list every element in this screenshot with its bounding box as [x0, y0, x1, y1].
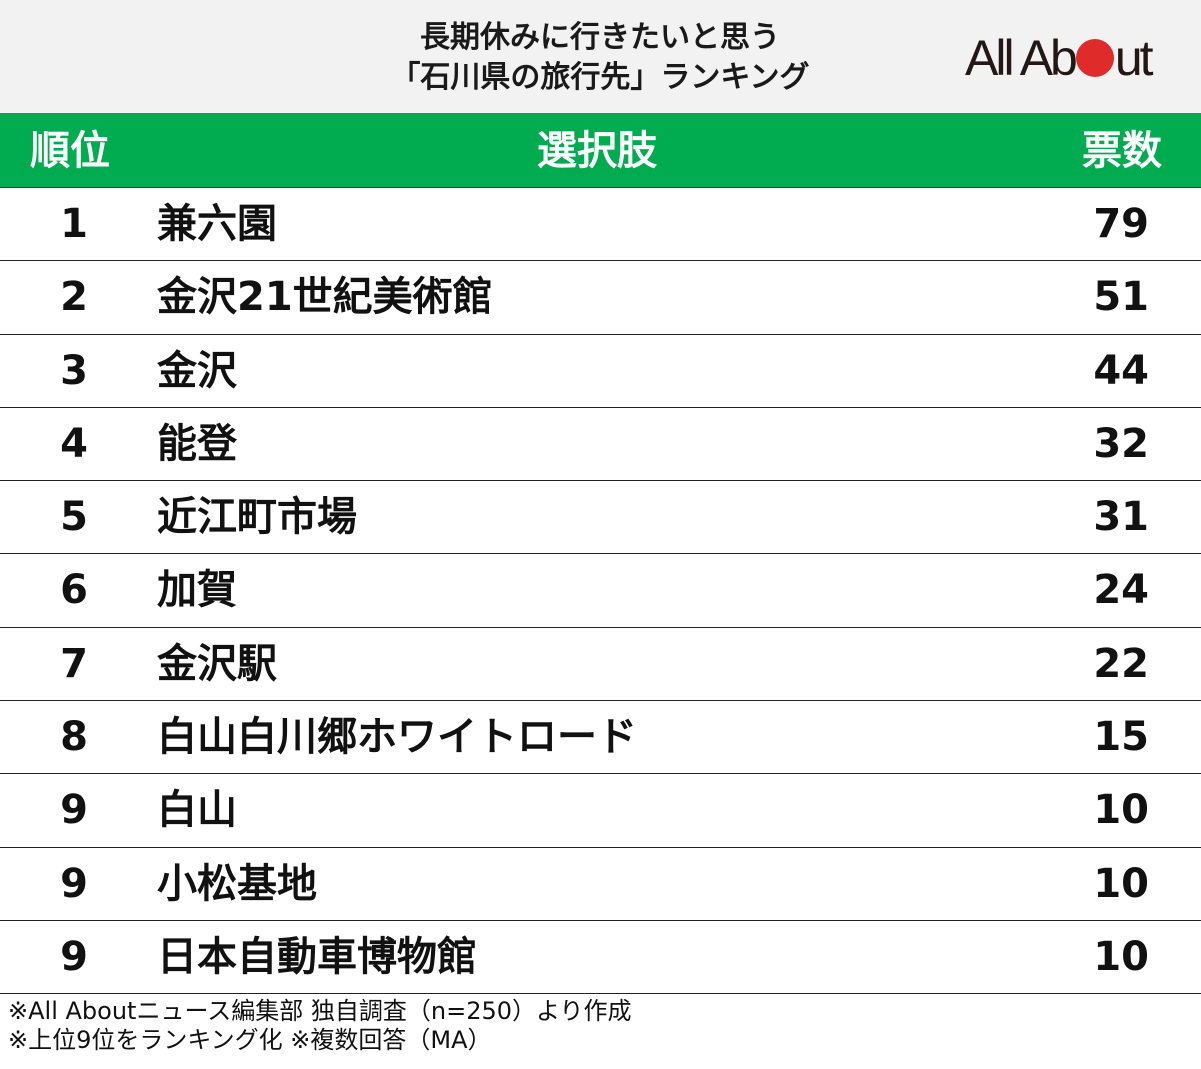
footnote-method: ※上位9位をランキング化 ※複数回答（MA）: [8, 1026, 492, 1054]
rank-cell: 1: [60, 201, 88, 247]
rank-cell: 3: [60, 347, 88, 394]
title-line-1: 長期休みに行きたいと思う: [420, 20, 780, 55]
rank-cell: 9: [60, 787, 88, 834]
name-cell: 日本自動車博物館: [157, 933, 477, 980]
title-line-2: 「石川県の旅行先」ランキング: [390, 60, 810, 95]
table-row: 9 小松基地 10: [0, 848, 1201, 921]
rank-cell: 8: [60, 714, 88, 761]
column-header-choice: 選択肢: [537, 128, 657, 174]
name-cell: 小松基地: [157, 860, 317, 907]
name-cell: 兼六園: [157, 201, 277, 247]
rank-cell: 5: [60, 494, 88, 541]
table-row: 8 白山白川郷ホワイトロード 15: [0, 701, 1201, 775]
name-cell: 金沢駅: [157, 640, 277, 687]
name-cell: 能登: [157, 420, 237, 467]
chart-title: 長期休みに行きたいと思う 「石川県の旅行先」ランキング: [300, 18, 900, 98]
table-header: 順位 選択肢 票数: [0, 113, 1201, 188]
rank-cell: 9: [60, 860, 88, 907]
ranking-table-body: 1 兼六園 79 2 金沢21世紀美術館 51 3 金沢 44 4 能登 32 5 近江町市場 31…: [0, 188, 1201, 995]
votes-cell: 10: [1093, 933, 1149, 980]
rank-cell: 4: [60, 420, 88, 467]
rank-cell: 7: [60, 640, 88, 687]
logo-red-dot-icon: [1075, 39, 1114, 77]
votes-cell: 79: [1093, 201, 1149, 247]
votes-cell: 15: [1093, 714, 1149, 761]
table-row: 2 金沢21世紀美術館 51: [0, 261, 1201, 335]
name-cell: 近江町市場: [157, 494, 357, 541]
table-row: 5 近江町市場 31: [0, 481, 1201, 555]
table-row: 6 加賀 24: [0, 554, 1201, 628]
column-header-votes: 票数: [1082, 128, 1162, 174]
votes-cell: 22: [1093, 640, 1149, 687]
votes-cell: 51: [1093, 274, 1149, 321]
votes-cell: 10: [1093, 787, 1149, 834]
footnote-source: ※All Aboutニュース編集部 独自調査（n=250）より作成: [8, 997, 632, 1025]
rank-cell: 2: [60, 274, 88, 321]
table-row: 3 金沢 44: [0, 335, 1201, 408]
name-cell: 金沢: [157, 347, 237, 394]
table-row: 1 兼六園 79: [0, 188, 1201, 262]
rank-cell: 6: [60, 567, 88, 614]
logo-text-start: All Ab: [965, 30, 1078, 86]
name-cell: 白山: [157, 787, 237, 834]
logo-text-end: ut: [1114, 30, 1154, 86]
name-cell: 白山白川郷ホワイトロード: [157, 714, 637, 761]
table-row: 9 白山 10: [0, 774, 1201, 848]
votes-cell: 31: [1093, 494, 1149, 541]
table-row: 7 金沢駅 22: [0, 628, 1201, 702]
name-cell: 金沢21世紀美術館: [157, 274, 493, 321]
votes-cell: 24: [1093, 567, 1149, 614]
votes-cell: 10: [1093, 860, 1149, 907]
name-cell: 加賀: [157, 567, 237, 614]
footnotes: ※All Aboutニュース編集部 独自調査（n=250）より作成 ※上位9位を…: [8, 997, 632, 1055]
table-row: 4 能登 32: [0, 408, 1201, 482]
column-header-rank: 順位: [30, 128, 110, 174]
votes-cell: 32: [1093, 420, 1149, 467]
table-row: 9 日本自動車博物館 10: [0, 921, 1201, 995]
rank-cell: 9: [60, 933, 88, 980]
votes-cell: 44: [1093, 347, 1149, 394]
title-area: 長期休みに行きたいと思う 「石川県の旅行先」ランキング All Ab ut: [0, 0, 1201, 113]
all-about-logo: All Ab ut: [965, 30, 1154, 86]
